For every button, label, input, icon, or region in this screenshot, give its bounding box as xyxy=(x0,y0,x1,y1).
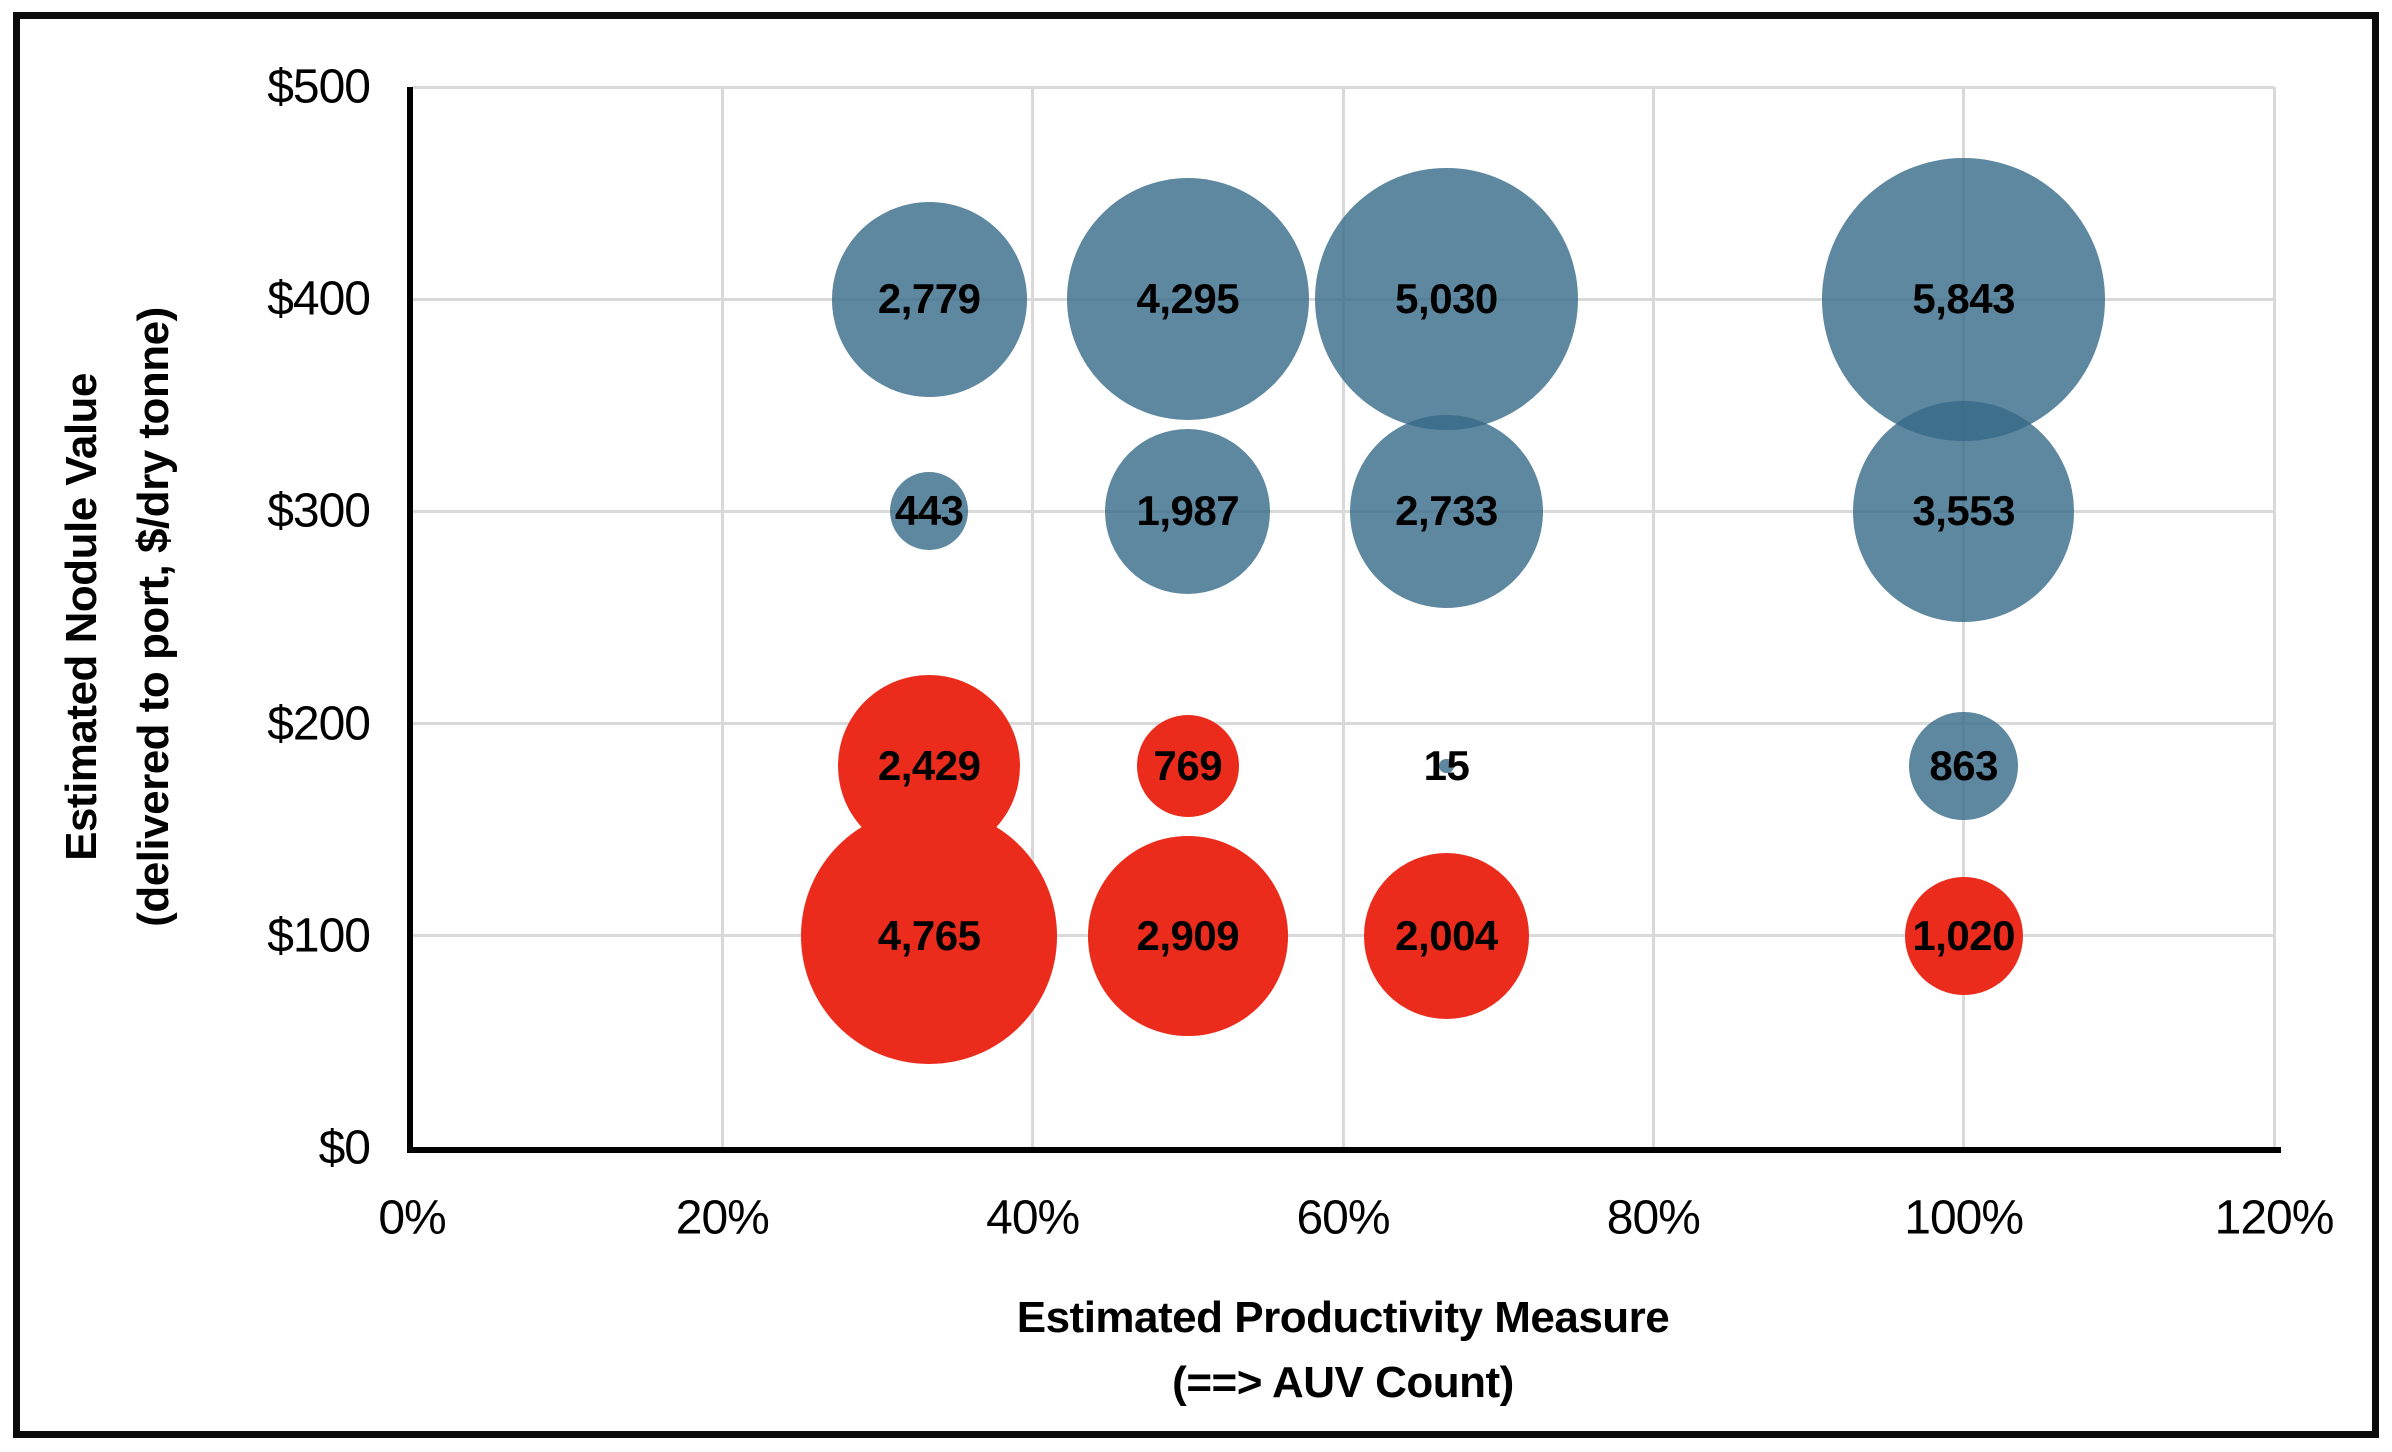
y-axis-title: Estimated Nodule Value (delivered to por… xyxy=(46,307,190,927)
bubble-label: 2,004 xyxy=(1395,911,1498,959)
bubble-label: 5,030 xyxy=(1395,275,1498,323)
y-tick-label: $400 xyxy=(267,272,371,326)
blue-series-bubble xyxy=(1822,157,2106,441)
bubble-label: 15 xyxy=(1423,742,1470,790)
blue-series-bubble xyxy=(890,472,969,551)
y-tick-label: $200 xyxy=(267,697,371,751)
bubble-label: 2,779 xyxy=(877,275,981,323)
bubble-label: 1,020 xyxy=(1912,911,2015,959)
x-gridline xyxy=(2272,87,2276,1148)
blue-series-bubble xyxy=(1349,414,1544,609)
y-gridline xyxy=(412,722,2274,726)
y-tick-label: $500 xyxy=(267,60,371,114)
x-axis-line xyxy=(407,1147,2281,1153)
bubble-label: 863 xyxy=(1929,742,1998,790)
x-tick-label: 20% xyxy=(675,1191,770,1245)
bubble-label: 2,733 xyxy=(1395,487,1498,535)
y-axis-title-line-2: (delivered to port, $/dry tonne) xyxy=(129,307,178,927)
y-gridline xyxy=(412,934,2274,938)
x-gridline xyxy=(1341,87,1345,1148)
red-series-bubble xyxy=(801,808,1057,1064)
x-tick-label: 0% xyxy=(378,1191,446,1245)
x-axis-title-line-2: (==> AUV Count) xyxy=(1172,1358,1514,1407)
bubble-label: 769 xyxy=(1153,742,1223,790)
y-gridline xyxy=(412,85,2274,89)
bubble-label: 4,765 xyxy=(877,911,981,959)
blue-series-bubble xyxy=(831,201,1027,397)
bubble-label: 443 xyxy=(894,487,964,535)
y-tick-label: $100 xyxy=(267,909,371,963)
y-tick-label: $300 xyxy=(267,484,371,538)
blue-series-bubble xyxy=(1315,167,1578,431)
y-tick-label: $0 xyxy=(318,1121,371,1175)
blue-series-bubble xyxy=(1439,758,1454,774)
bubble-label: 4,295 xyxy=(1136,275,1240,323)
blue-series-bubble xyxy=(1066,177,1310,421)
bubble-label: 1,987 xyxy=(1136,487,1240,535)
x-gridline xyxy=(720,87,724,1148)
x-gridline xyxy=(1651,87,1655,1148)
x-tick-label: 60% xyxy=(1296,1191,1390,1245)
y-axis-title-line-1: Estimated Nodule Value xyxy=(57,373,106,861)
red-series-bubble xyxy=(1904,876,2023,995)
blue-series-bubble xyxy=(1853,401,2074,622)
bubble-label: 3,553 xyxy=(1912,487,2015,535)
bubble-label: 2,429 xyxy=(877,742,981,790)
x-tick-label: 120% xyxy=(2214,1191,2335,1245)
red-series-bubble xyxy=(1363,852,1530,1019)
red-series-bubble xyxy=(1136,714,1240,818)
y-axis-line xyxy=(407,87,413,1153)
bubble-label: 5,843 xyxy=(1912,275,2015,323)
y-gridline xyxy=(412,509,2274,513)
blue-series-bubble xyxy=(1909,711,2018,821)
x-tick-label: 100% xyxy=(1904,1191,2024,1245)
red-series-bubble xyxy=(1088,836,1288,1036)
x-tick-label: 80% xyxy=(1606,1191,1701,1245)
bubble-label: 2,909 xyxy=(1136,911,1240,959)
x-tick-label: 40% xyxy=(986,1191,1080,1245)
blue-series-bubble xyxy=(1105,428,1271,594)
x-axis-title-line-1: Estimated Productivity Measure xyxy=(1016,1293,1670,1342)
x-gridline xyxy=(1031,87,1035,1148)
x-axis-title: Estimated Productivity Measure (==> AUV … xyxy=(1017,1285,1670,1415)
